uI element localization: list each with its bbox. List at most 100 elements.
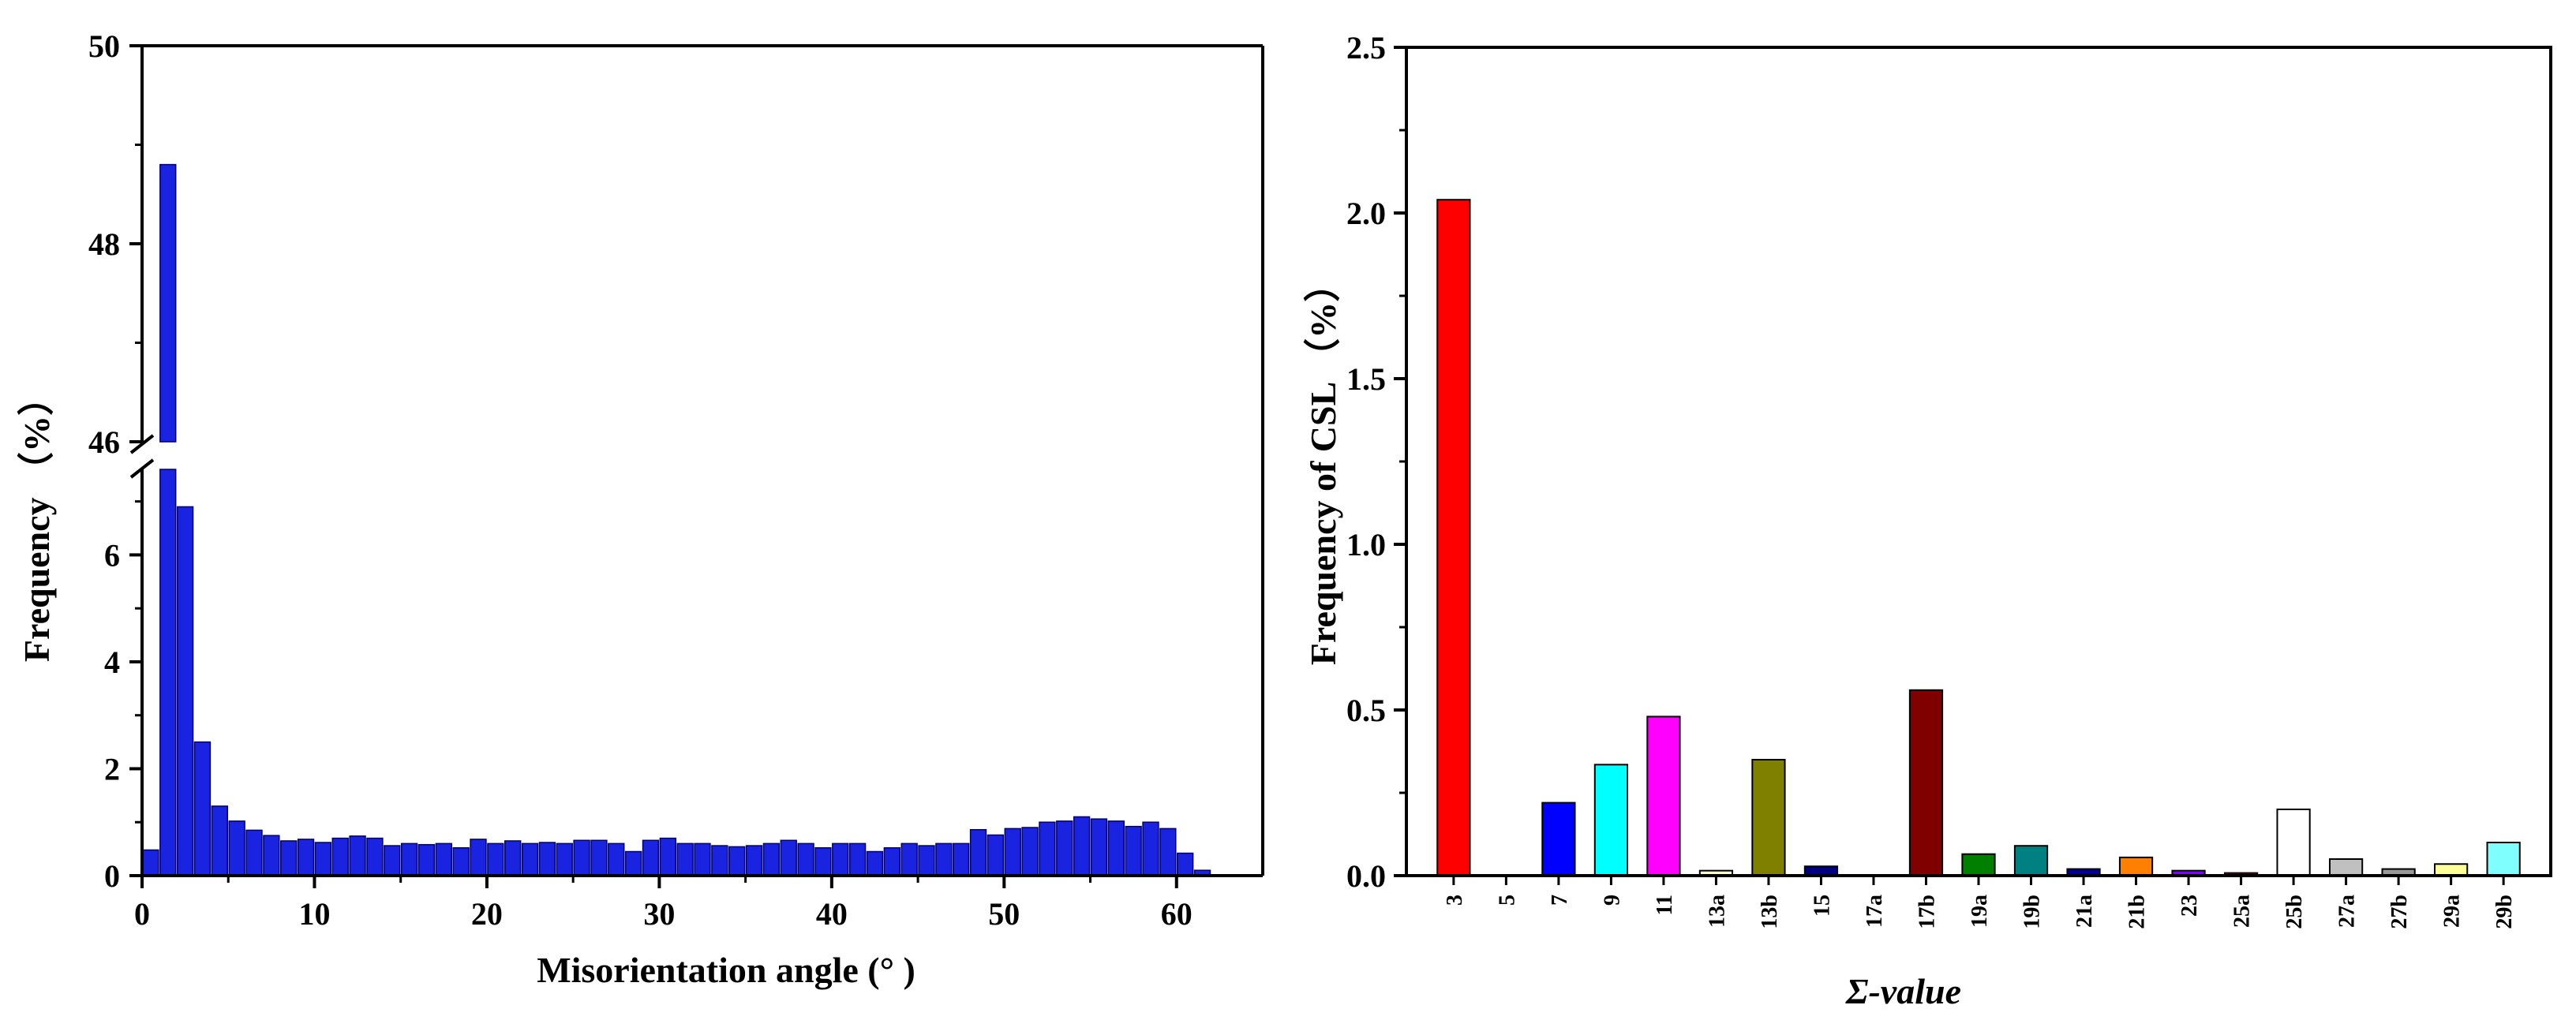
- bar: [417, 843, 436, 876]
- x-tick-label: 7: [1548, 895, 1572, 906]
- y-tick-label: 1.0: [1346, 527, 1386, 562]
- bar: [1541, 801, 1576, 876]
- bar: [1004, 828, 1021, 876]
- bar: [193, 741, 212, 876]
- x-tick-label: 29b: [2492, 895, 2517, 929]
- bar: [1107, 820, 1125, 876]
- bar: [745, 845, 763, 876]
- x-tick-label: 27a: [2335, 895, 2360, 928]
- bar: [866, 850, 884, 876]
- bar: [848, 843, 867, 876]
- right-x-axis-label: Σ-value: [1845, 971, 1961, 1011]
- y-tick-label: 48: [88, 226, 120, 262]
- bar: [953, 843, 970, 876]
- x-tick-label: 5: [1495, 895, 1519, 906]
- bar: [1125, 825, 1142, 876]
- bar: [366, 837, 384, 876]
- x-tick-label: 21a: [2072, 895, 2097, 928]
- bar: [176, 506, 194, 876]
- bar: [1593, 764, 1629, 876]
- x-tick-label: 60: [1161, 896, 1193, 932]
- y-tick-label: 2: [104, 751, 120, 786]
- bar: [142, 849, 159, 876]
- bar: [1177, 852, 1194, 876]
- bar: [1039, 821, 1056, 876]
- x-tick-label: 17b: [1915, 895, 1939, 929]
- x-tick-label: 13a: [1705, 895, 1729, 928]
- bar: [676, 843, 694, 876]
- axis-break-mark: [129, 458, 155, 479]
- y-tick-label: 4: [104, 645, 120, 680]
- x-tick-label: 40: [816, 896, 848, 932]
- bar: [487, 843, 504, 876]
- right-bar-series: [1436, 199, 2521, 877]
- y-tick-label: 0.5: [1346, 693, 1386, 728]
- bar: [590, 839, 608, 876]
- bar: [452, 847, 470, 876]
- bar: [2013, 845, 2049, 876]
- bar: [297, 839, 315, 876]
- bar: [245, 829, 263, 876]
- x-tick-label: 27b: [2387, 895, 2412, 929]
- left-x-axis-label: Misorientation angle (° ): [537, 950, 915, 990]
- x-tick-label: 25b: [2282, 895, 2307, 929]
- x-tick-label: 50: [988, 896, 1020, 932]
- csl-chart: 0.0 0.5 1.0 1.5 2.0 2.5 3 5 7 9 11 13a 13b 15 17a 17b 19…: [1303, 30, 2552, 1011]
- bar: [883, 847, 900, 876]
- x-tick-label: 9: [1600, 895, 1624, 906]
- bar: [987, 834, 1005, 876]
- bar: [1436, 199, 1471, 876]
- bar: [400, 843, 418, 876]
- bar: [797, 843, 814, 876]
- bar: [659, 837, 676, 876]
- x-tick-label: 19a: [1968, 895, 1992, 928]
- axis-break-mark: [129, 434, 155, 454]
- bar: [694, 843, 711, 876]
- bar: [642, 839, 660, 876]
- bar: [1021, 827, 1039, 876]
- bar: [280, 840, 298, 876]
- bar: [780, 839, 797, 876]
- bar: [2434, 863, 2469, 877]
- bar: [1056, 820, 1073, 876]
- y-tick-label: 1.5: [1346, 361, 1386, 397]
- bar: [384, 845, 401, 876]
- bar: [918, 845, 935, 876]
- x-tick-label: 3: [1443, 895, 1467, 906]
- bar: [711, 845, 728, 876]
- bar: [470, 839, 487, 876]
- x-tick-label: 13b: [1758, 895, 1782, 929]
- bar: [314, 842, 332, 876]
- bar: [228, 820, 245, 876]
- right-ticks: 0.0 0.5 1.0 1.5 2.0 2.5 3 5 7 9 11 13a 13b 15 17a 17b 19…: [1346, 30, 2517, 929]
- bar: [1751, 759, 1786, 876]
- bar: [435, 843, 452, 876]
- y-tick-label: 2.0: [1346, 196, 1386, 231]
- y-tick-label: 0.0: [1346, 858, 1386, 894]
- bar: [1908, 689, 1944, 876]
- y-tick-label: 50: [88, 28, 120, 64]
- left-y-axis-label: Frequency （%）: [17, 379, 57, 662]
- bar: [900, 843, 918, 876]
- bar: [2486, 842, 2521, 876]
- bar: [263, 835, 280, 876]
- y-tick-label: 2.5: [1346, 30, 1386, 65]
- bar: [832, 843, 849, 876]
- x-tick-label: 30: [643, 896, 675, 932]
- bar: [159, 163, 177, 443]
- bar: [1961, 853, 1996, 876]
- bar-lower-part: [159, 469, 177, 876]
- y-tick-label: 6: [104, 537, 120, 573]
- bar: [573, 839, 590, 876]
- bar: [969, 828, 987, 876]
- bar: [1646, 715, 1681, 877]
- x-tick-label: 15: [1810, 895, 1834, 917]
- left-bar-series: [142, 163, 1211, 876]
- x-tick-label: 19b: [2020, 895, 2045, 929]
- x-tick-label: 11: [1653, 895, 1677, 915]
- x-tick-label: 25a: [2230, 895, 2255, 928]
- x-tick-label: 21b: [2125, 895, 2150, 929]
- bar: [624, 850, 642, 876]
